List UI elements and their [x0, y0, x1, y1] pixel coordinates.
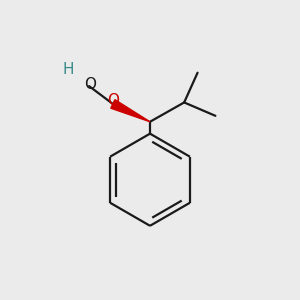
Text: H: H [62, 62, 74, 77]
Text: O: O [85, 77, 97, 92]
Polygon shape [111, 100, 150, 122]
Text: O: O [107, 94, 119, 109]
